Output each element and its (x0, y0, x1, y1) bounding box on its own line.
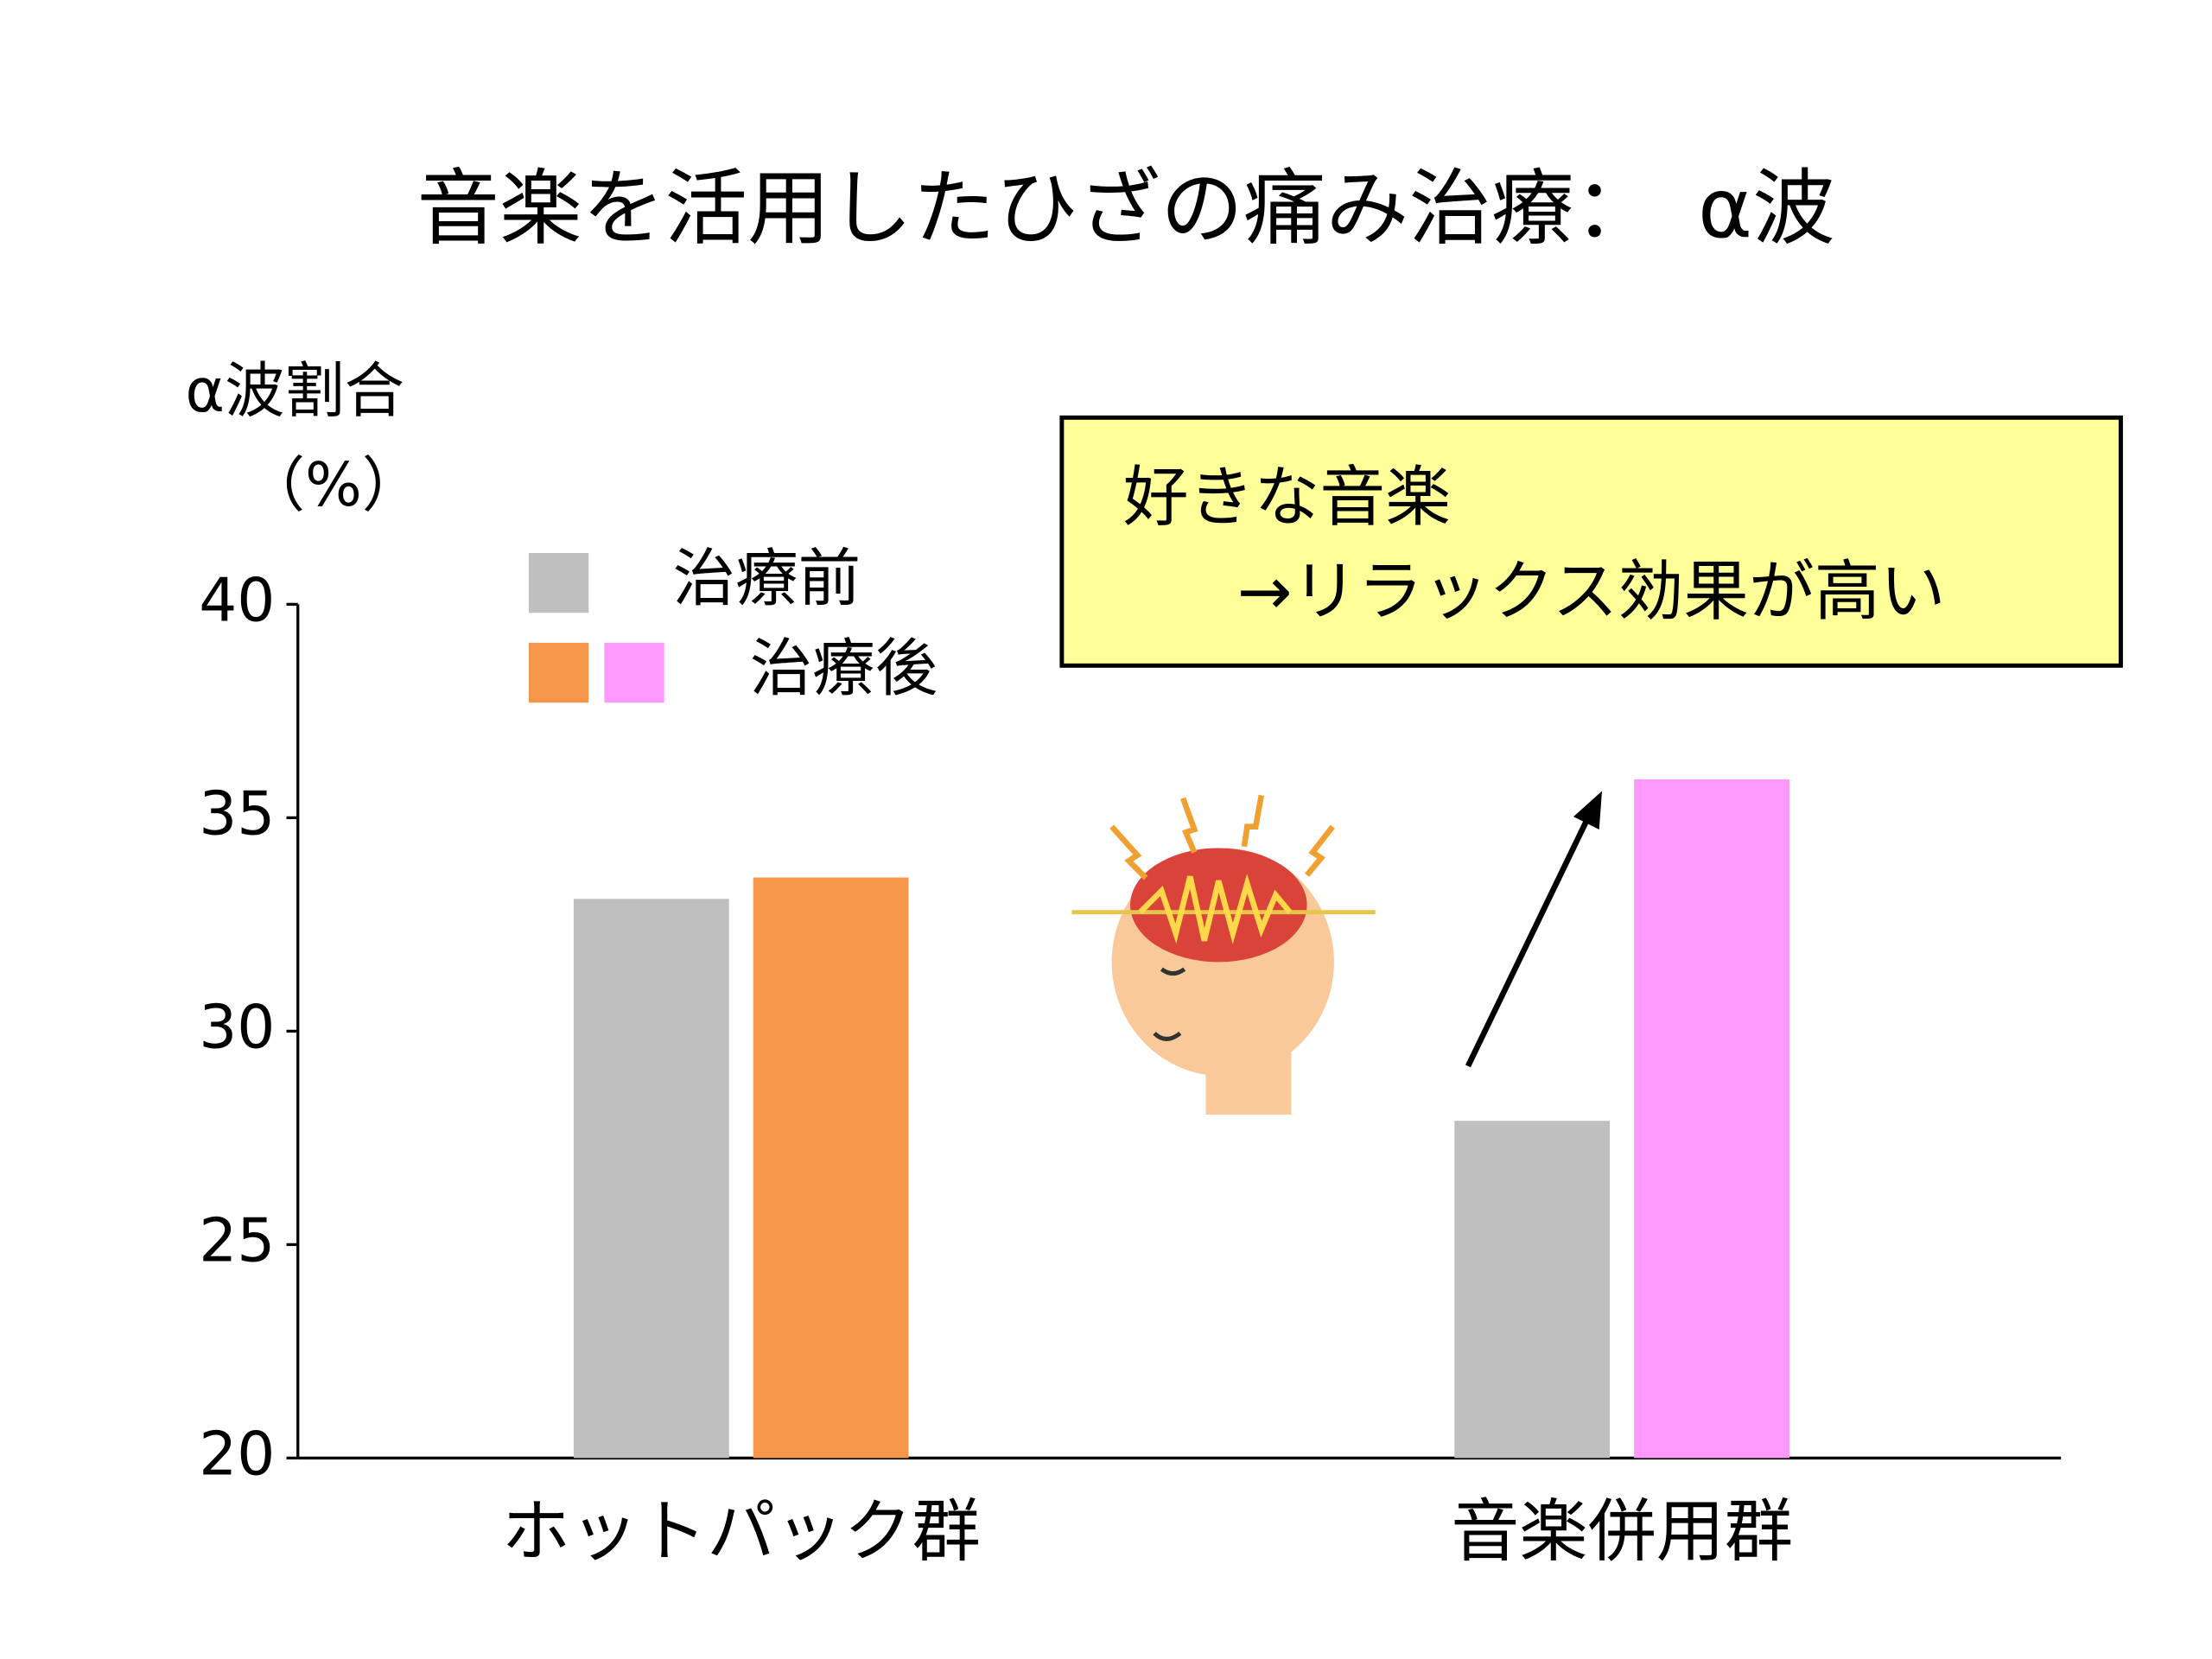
y-tick-label: 35 (199, 779, 275, 849)
bar (753, 877, 909, 1459)
y-tick-label: 30 (199, 993, 275, 1062)
annotation-box: 好きな音楽 →リラックス効果が高い (1059, 415, 2123, 668)
x-tick-label: ホットパック群 (502, 1492, 981, 1572)
arrow-head (1573, 791, 1603, 830)
legend-label: 治療後 (750, 633, 938, 706)
chart-title: 音楽を活用したひざの痛み治療： α波 (416, 160, 1834, 257)
arrow (1465, 810, 1593, 1068)
legend-label: 治療前 (673, 543, 861, 616)
head-illustration (1071, 794, 1376, 1115)
spark (1109, 794, 1335, 880)
bar (1454, 1121, 1611, 1459)
annotation-line: →リラックス効果が高い (1237, 553, 1946, 629)
legend-swatch (528, 642, 589, 703)
y-tick-label: 20 (199, 1420, 275, 1489)
bar (1634, 779, 1789, 1459)
annotation-line: 好きな音楽 (1123, 460, 1451, 536)
legend-swatch (528, 553, 589, 613)
y-tick-label: 40 (199, 566, 275, 635)
x-tick-label: 音楽併用群 (1451, 1492, 1793, 1572)
face (1153, 967, 1186, 1041)
wave (1138, 874, 1293, 944)
y-tick-label: 25 (199, 1206, 275, 1275)
y-axis-label: α波割合 (185, 357, 404, 426)
legend-swatch (604, 642, 664, 703)
bar (573, 899, 729, 1459)
y-axis-unit: （%） (245, 451, 422, 520)
annotation-frame (1059, 415, 2123, 668)
